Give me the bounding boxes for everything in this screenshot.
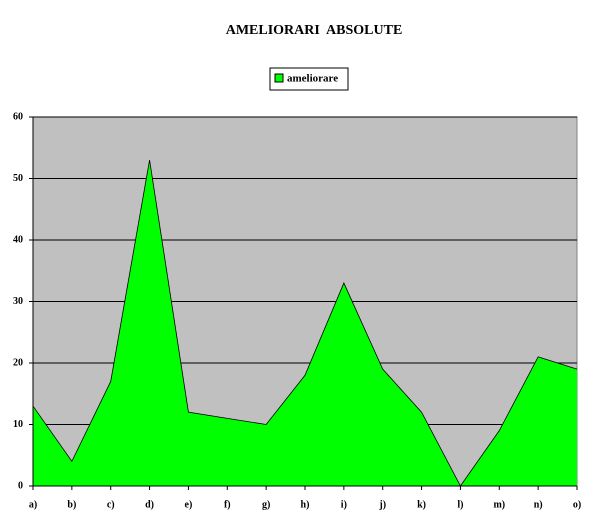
x-tick-label: l)	[457, 499, 463, 510]
y-tick-label: 0	[18, 480, 23, 491]
x-tick-label: d)	[145, 499, 154, 510]
legend-swatch	[274, 73, 284, 83]
chart-title: AMELIORARI ABSOLUTE	[226, 23, 403, 38]
x-tick-label: o)	[573, 499, 581, 510]
x-tick-label: b)	[67, 499, 76, 510]
area-line	[32, 159, 578, 487]
legend-label: ameliorare	[287, 73, 338, 85]
x-tick-label: m)	[493, 499, 505, 510]
x-tick-label: c)	[107, 499, 115, 510]
y-tick-label: 60	[13, 111, 23, 122]
x-tick-label: g)	[262, 499, 270, 510]
x-tick-label: h)	[301, 499, 310, 510]
x-tick-label: i)	[341, 499, 347, 510]
y-tick-label: 10	[13, 419, 23, 430]
y-tick-label: 50	[13, 173, 23, 184]
y-tick-label: 30	[13, 296, 23, 307]
legend-box	[269, 67, 349, 91]
x-tick-label: n)	[534, 499, 543, 510]
x-tick-label: j)	[378, 499, 386, 510]
x-tick-label: e)	[185, 499, 193, 510]
area-fill	[33, 160, 577, 487]
x-tick-label: k)	[417, 499, 426, 510]
y-tick-label: 40	[13, 234, 23, 245]
x-tick-label: f)	[224, 499, 231, 510]
x-tick-label: a)	[29, 499, 37, 510]
y-tick-label: 20	[13, 357, 23, 368]
